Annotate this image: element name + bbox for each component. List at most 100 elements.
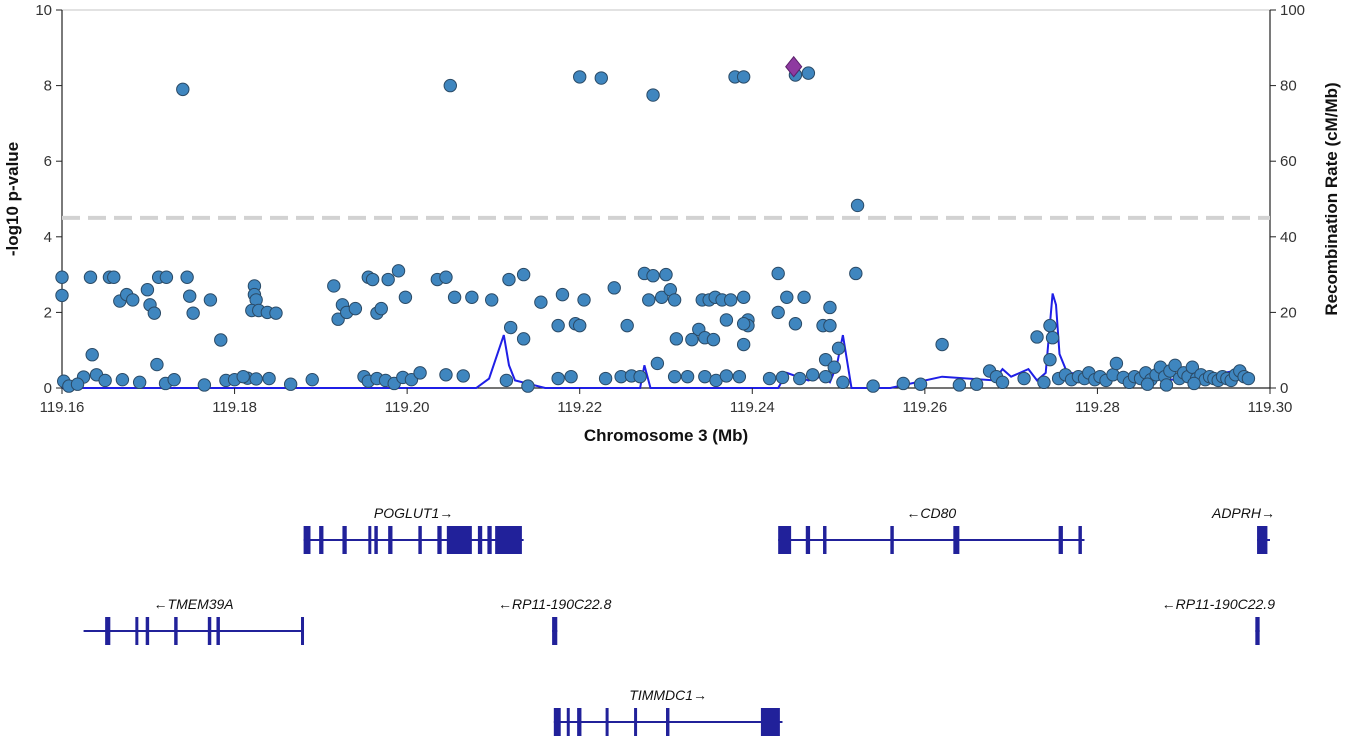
variant-point [724, 293, 738, 307]
gene-exon [207, 617, 212, 645]
gene: POGLUT1→ [303, 505, 524, 554]
gene: TIMMDC1→ [553, 687, 783, 736]
variant-point [555, 287, 570, 302]
gene-exon [953, 526, 960, 554]
gene-exon [778, 526, 792, 554]
variant-point [732, 369, 747, 384]
y2-tick-label: 100 [1280, 2, 1305, 19]
gene-exon [342, 526, 347, 554]
variant-point [698, 369, 712, 384]
variant-point [788, 317, 803, 331]
gene-exon [760, 708, 780, 736]
variant-point [1043, 318, 1057, 333]
lead-variant-diamond [785, 55, 803, 78]
variant-point [633, 369, 647, 384]
variant-point [365, 272, 380, 287]
y-tick-label: 4 [44, 229, 52, 246]
variant-point [771, 266, 785, 281]
variant-point [150, 357, 164, 372]
gene-label: POGLUT1→ [374, 505, 453, 521]
variant-point [780, 290, 794, 304]
variant-point [646, 88, 660, 102]
variant-point [935, 337, 949, 352]
y2-axis-title: Recombination Rate (cM/Mb) [1322, 82, 1341, 315]
gene-exon [890, 526, 894, 554]
variant-point [771, 305, 785, 320]
x-tick-label: 119.22 [557, 399, 602, 416]
gene-label: TIMMDC1→ [629, 687, 707, 703]
variant-point [952, 378, 967, 392]
variant-point [836, 375, 850, 390]
variant-point [719, 313, 734, 327]
variant-point [736, 290, 751, 304]
variant-point [667, 369, 682, 384]
gene-exon [301, 617, 305, 645]
gene-exon [1058, 526, 1063, 554]
variant-point [646, 269, 660, 283]
variant-point [896, 376, 910, 391]
variant-point [203, 293, 218, 307]
variant-point [516, 332, 531, 346]
variant-point [849, 266, 863, 281]
gene-track: POGLUT1→ ←CD80 ADPRH→ ←TMEM39A ←RP11-190C22.… [83, 505, 1276, 736]
variant-point [516, 267, 531, 282]
variant-point [327, 279, 341, 293]
variant-point [348, 301, 363, 316]
variant-point [827, 360, 841, 374]
gene-exon [566, 708, 570, 736]
gene-exon [319, 526, 324, 554]
gene-exon [805, 526, 811, 554]
gene-exon [418, 526, 422, 554]
x-axis-title: Chromosome 3 (Mb) [584, 426, 748, 445]
variant-point [176, 82, 190, 97]
variant-point [1187, 376, 1201, 391]
gene-exon [577, 708, 582, 736]
variant-point [818, 369, 833, 384]
x-tick-label: 119.24 [730, 399, 775, 416]
y-tick-label: 0 [44, 380, 52, 397]
gene: ADPRH→ [1211, 505, 1275, 554]
y-tick-label: 8 [44, 78, 52, 95]
gene-exon [477, 526, 483, 554]
variant-point [70, 377, 85, 391]
gene-exon [605, 708, 609, 736]
variant-point [249, 372, 263, 386]
variant-point [283, 377, 298, 391]
variant-point [823, 318, 837, 333]
gene-exon [823, 526, 827, 554]
gene-exon [1255, 617, 1260, 645]
y2-tick-label: 0 [1280, 380, 1288, 397]
variant-point [736, 337, 751, 352]
gene-exon [552, 617, 558, 645]
variant-point [499, 373, 514, 388]
gene: ←RP11-190C22.8 [498, 596, 612, 645]
gene: ←CD80 [778, 505, 1085, 554]
gene-exon [303, 526, 311, 554]
variant-point [736, 70, 751, 84]
variant-point [502, 272, 516, 287]
variant-point [107, 270, 121, 284]
variant-point [374, 301, 388, 316]
variant-point [147, 306, 162, 320]
x-tick-label: 119.20 [385, 399, 430, 416]
variant-point [564, 369, 578, 384]
variant-point [381, 272, 395, 287]
variant-point [1159, 378, 1174, 392]
variant-point [573, 318, 587, 333]
y-tick-label: 10 [35, 2, 52, 19]
variant-point [736, 317, 751, 331]
axes: Chromosome 3 (Mb) -log10 p-value Recombi… [3, 2, 1341, 445]
variant-point [598, 371, 613, 386]
variant-point [762, 371, 777, 386]
gene: ←TMEM39A [83, 596, 305, 645]
gene-label: ←RP11-190C22.9 [1162, 596, 1276, 612]
variant-point [534, 295, 548, 309]
variant-point [1241, 371, 1256, 386]
x-tick-label: 119.30 [1248, 399, 1293, 416]
variant-point [391, 264, 406, 278]
variant-point [413, 366, 427, 380]
gene-exon [105, 617, 111, 645]
variant-point [443, 78, 457, 93]
y-axis-title: -log10 p-value [3, 142, 22, 256]
variant-point [1043, 352, 1057, 367]
